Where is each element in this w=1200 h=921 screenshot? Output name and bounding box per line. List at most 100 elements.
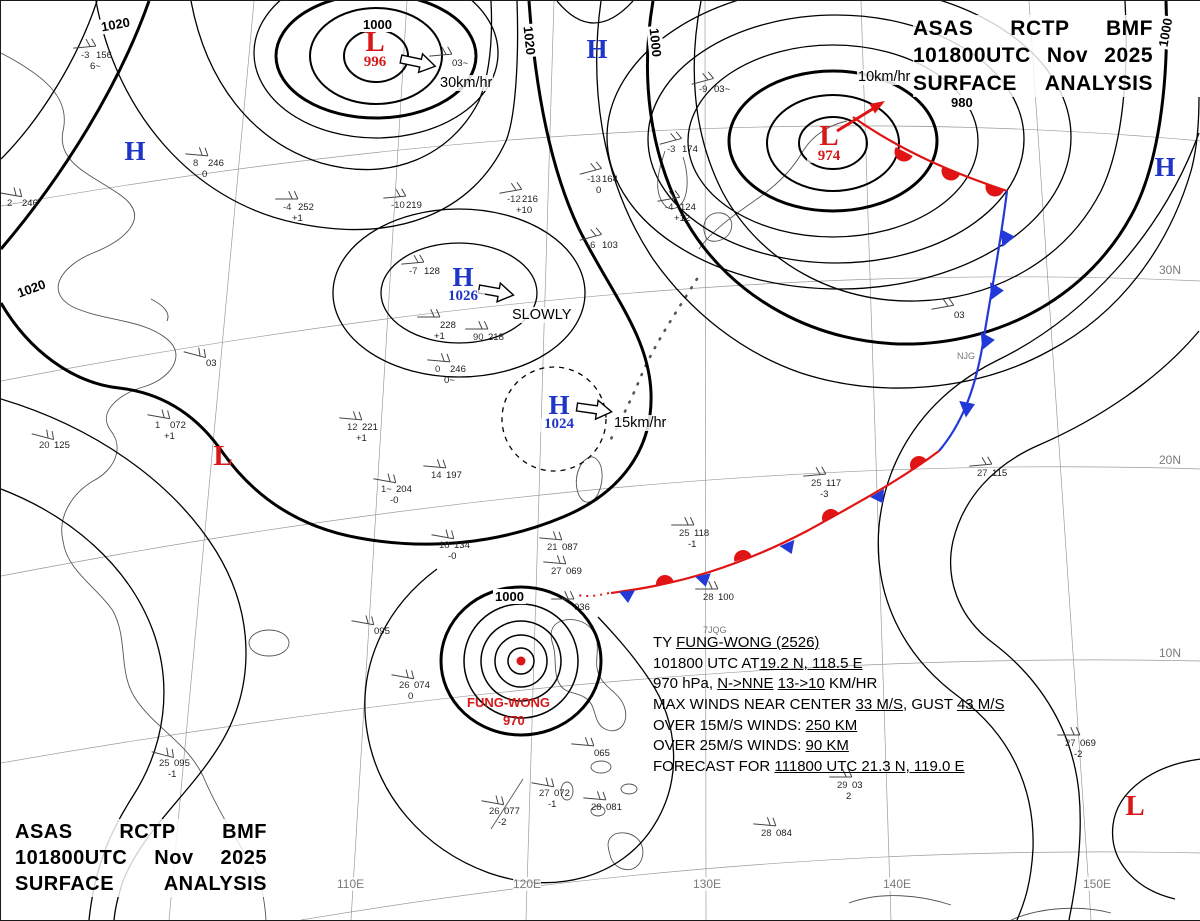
station-temp: 28 (591, 802, 602, 813)
station-pressure: 103 (602, 240, 618, 251)
typhoon-info-line: MAX WINDS NEAR CENTER 33 M/S, GUST 43 M/… (653, 696, 1005, 714)
high-symbol: H (1154, 152, 1176, 182)
wind-barb-icon (829, 769, 853, 778)
station-pressure: 246 (450, 364, 466, 375)
station-tendency: -1 (688, 539, 697, 550)
latitude-label: 30N (1159, 263, 1182, 277)
station-plot: -9 03~ (691, 71, 745, 109)
wind-barb-icon (659, 131, 682, 145)
wind-barb-icon (543, 555, 567, 565)
wind-barb-icon (275, 191, 299, 200)
cold-front (938, 190, 1015, 452)
typhoon-info-line: OVER 25M/S WINDS: 90 KM (653, 737, 849, 755)
station-plot: 90 218 (465, 321, 519, 357)
wind-barb-icon (147, 409, 171, 420)
station-pressure: 065 (594, 748, 610, 759)
station-plot: -4 252 +1 (275, 191, 329, 227)
station-plot: -12 216 +10 (499, 181, 553, 219)
station-temp: 27 (539, 788, 550, 799)
wind-barb-icon (671, 517, 695, 526)
station-pressure: 216 (522, 194, 538, 205)
station-plot: 28 100 (695, 581, 749, 617)
station-tendency: +1 (356, 433, 367, 444)
station-temp: 2 (7, 198, 13, 209)
wind-barb-icon (73, 38, 97, 49)
station-plot: 2 246 (1, 187, 53, 223)
high-pressure-center: H 1024 (537, 390, 581, 432)
station-temp: 0 (435, 364, 441, 375)
station-pressure: 084 (776, 828, 792, 839)
station-plot: 8 246 0 (185, 147, 239, 183)
latitude-label: 20N (1159, 453, 1182, 467)
station-temp: 29 (837, 780, 848, 791)
station-plot: 12 221 +1 (339, 411, 393, 447)
wind-barb-icon (753, 817, 777, 827)
station-tendency: 0 (596, 185, 602, 196)
station-temp: -6 (587, 240, 596, 251)
wind-barb-icon (579, 227, 602, 241)
station-tendency: -3 (820, 489, 829, 500)
arrow-30kmhr (399, 52, 437, 74)
station-tendency: -0 (448, 551, 457, 562)
station-tendency: 0~ (444, 375, 455, 386)
station-plot: -4 124 +12 (657, 189, 711, 227)
wind-barb-icon (571, 737, 595, 747)
station-temp: 26 (399, 680, 410, 691)
station-plot: -10 219 (383, 188, 437, 225)
low-pressure-center: L (1113, 790, 1157, 822)
longitude-label: 130E (693, 877, 722, 891)
station-plot: 036 (551, 591, 605, 627)
movement-label: SLOWLY (511, 307, 573, 323)
station-plot: -7 128 (401, 254, 455, 291)
wind-barb-icon (551, 591, 575, 600)
movement-label: 30km/hr (439, 75, 494, 91)
station-pressure: 115 (992, 468, 1008, 479)
longitude-label: 110E (337, 877, 365, 891)
wind-barb-icon (427, 353, 451, 363)
station-plot: -13 164 0 (579, 161, 633, 199)
station-pressure: 204 (396, 484, 412, 495)
station-plot: 27 069 -2 (1057, 727, 1111, 763)
movement-label: 15km/hr (613, 415, 668, 431)
stationary-front (576, 450, 940, 603)
wind-barb-icon (481, 795, 505, 806)
station-temp: 25 (811, 478, 822, 489)
station-pressure: 246 (22, 198, 38, 209)
typhoon-info-line: 101800 UTC AT19.2 N, 118.5 E (653, 654, 863, 672)
latitude-label: 10N (1159, 646, 1182, 660)
station-plot: 27 115 (969, 456, 1023, 493)
low-symbol: L (365, 26, 385, 58)
isobar-value-label: 1020 (13, 275, 50, 302)
station-tendency: +1 (164, 431, 175, 442)
station-pressure: 124 (680, 202, 696, 213)
wind-barb-icon (657, 189, 681, 202)
high-pressure-center: H (113, 138, 157, 165)
station-temp: 1~ (381, 484, 392, 495)
station-plot: 29 03 2 (829, 769, 883, 805)
station-pressure: 072 (170, 420, 186, 431)
high-value: 1024 (537, 416, 581, 432)
station-tendency: 2 (846, 791, 852, 802)
station-pressure: 095 (374, 626, 390, 637)
station-temp: -13 (587, 174, 601, 185)
station-tendency: -0 (390, 495, 399, 506)
high-symbol: H (548, 390, 570, 420)
station-tendency: +10 (516, 205, 533, 216)
station-pressure: 252 (298, 202, 314, 213)
low-symbol: L (1125, 790, 1145, 822)
typhoon-pressure-label: 970 (503, 713, 525, 728)
station-pressure: 03 (954, 310, 965, 321)
station-plot: 27 069 (543, 555, 597, 591)
station-pressure: 03~ (452, 58, 469, 69)
wind-barb-icon (583, 791, 607, 801)
station-pressure: 218 (488, 332, 504, 343)
wind-barb-icon (579, 161, 602, 175)
station-plot: -3 174 (659, 131, 713, 169)
station-tendency: -2 (498, 817, 507, 828)
high-symbol: H (586, 34, 608, 64)
wind-barb-icon (31, 429, 55, 441)
wind-barb-icon (465, 321, 489, 330)
station-plot: 18 134 -0 (431, 529, 485, 565)
wind-barb-icon (499, 181, 523, 194)
